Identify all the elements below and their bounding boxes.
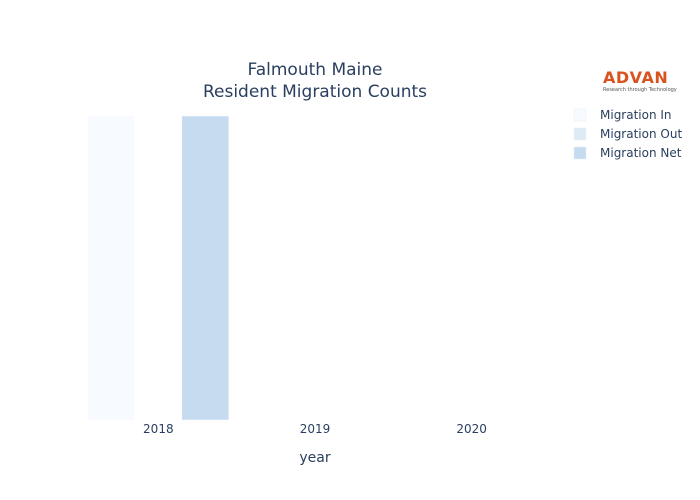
legend: Migration In Migration Out Migration Net (573, 108, 682, 160)
legend-swatch-migration-out[interactable] (573, 127, 587, 141)
x-tick-label: 2020 (456, 422, 487, 436)
legend-label-migration-net[interactable]: Migration Net (600, 146, 682, 160)
logo-tagline: Research through Technology (603, 87, 677, 93)
x-tick-label: 2018 (143, 422, 174, 436)
legend-swatch-migration-net[interactable] (573, 146, 587, 160)
bar-migration-in-2018 (87, 115, 136, 421)
x-axis-ticks: 2018 2019 2020 (143, 422, 487, 436)
logo-wordmark: ADVAN (603, 68, 668, 87)
legend-label-migration-out[interactable]: Migration Out (600, 127, 682, 141)
x-axis-title: year (299, 450, 330, 466)
legend-label-migration-in[interactable]: Migration In (600, 108, 672, 122)
x-tick-label: 2019 (300, 422, 331, 436)
plot-area (87, 115, 230, 421)
chart-title-line-1: Falmouth Maine (248, 60, 383, 80)
legend-swatch-migration-in[interactable] (573, 108, 587, 122)
bar-migration-net-2018 (181, 115, 230, 421)
advan-logo: ADVAN Research through Technology (603, 68, 677, 93)
chart-title-line-2: Resident Migration Counts (203, 82, 427, 102)
